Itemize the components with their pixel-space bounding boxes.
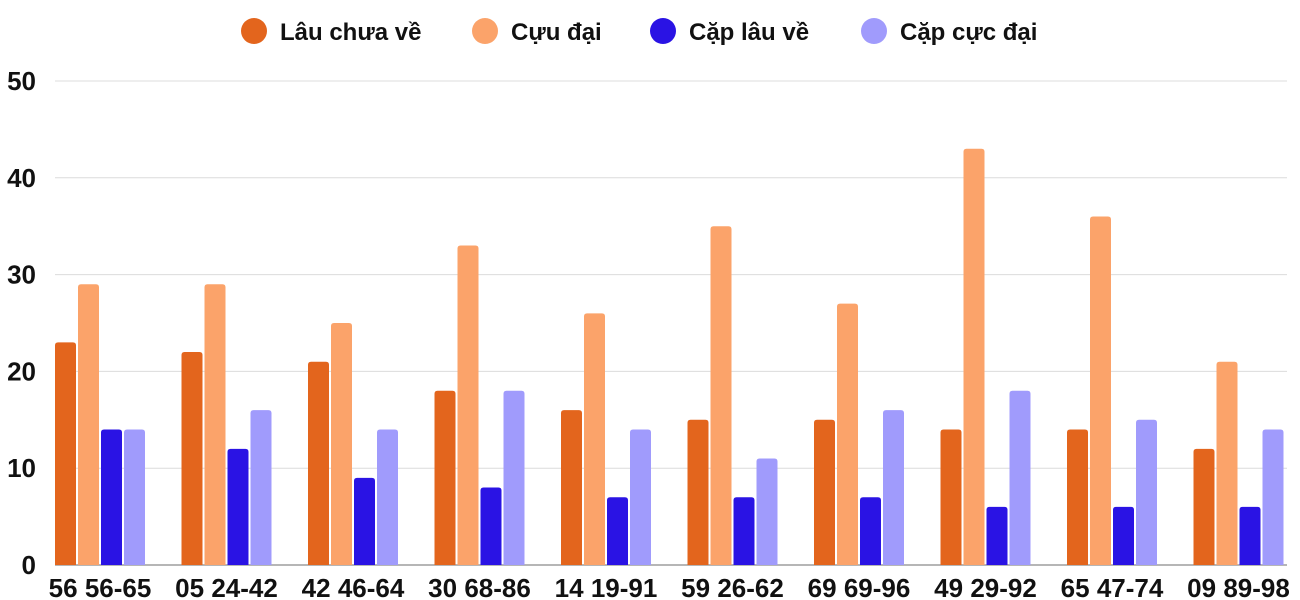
y-tick-label: 40 xyxy=(7,163,36,193)
bar[interactable] xyxy=(250,410,272,565)
bar[interactable] xyxy=(1239,506,1261,565)
bar[interactable] xyxy=(1067,429,1088,565)
x-category-label: 69 69-96 xyxy=(808,573,911,600)
bar[interactable] xyxy=(308,361,329,565)
legend-item[interactable]: Cặp lâu về xyxy=(650,18,809,46)
bar[interactable] xyxy=(227,448,249,565)
x-category-label: 49 29-92 xyxy=(934,573,1037,600)
bar-group xyxy=(55,284,145,565)
legend-label: Cặp cực đại xyxy=(900,19,1037,46)
legend-label: Cựu đại xyxy=(511,19,602,46)
legend-label: Cặp lâu về xyxy=(689,19,809,46)
bar-group xyxy=(1193,361,1284,565)
bar[interactable] xyxy=(1009,390,1031,565)
bar[interactable] xyxy=(204,284,226,565)
legend-swatch xyxy=(861,18,887,44)
legend-item[interactable]: Cặp cực đại xyxy=(861,18,1037,46)
bar[interactable] xyxy=(963,148,985,565)
legend-swatch xyxy=(650,18,676,44)
bar[interactable] xyxy=(457,245,479,565)
x-category-label: 05 24-42 xyxy=(175,573,278,600)
x-category-label: 56 56-65 xyxy=(49,573,152,600)
bar-group xyxy=(940,148,1031,565)
y-tick-label: 30 xyxy=(7,260,36,290)
bar[interactable] xyxy=(101,429,122,565)
bar-group xyxy=(561,313,651,565)
bar[interactable] xyxy=(860,497,881,565)
legend-item[interactable]: Cựu đại xyxy=(472,18,602,46)
x-category-label: 42 46-64 xyxy=(302,573,405,600)
bar[interactable] xyxy=(561,410,582,565)
bar[interactable] xyxy=(434,390,456,565)
bar[interactable] xyxy=(940,429,962,565)
bar[interactable] xyxy=(354,477,375,565)
y-tick-label: 20 xyxy=(7,356,36,386)
bar[interactable] xyxy=(1193,448,1215,565)
bar[interactable] xyxy=(55,342,76,565)
bar[interactable] xyxy=(78,284,99,565)
bar[interactable] xyxy=(1090,216,1111,565)
bar-group xyxy=(1067,216,1157,565)
bar[interactable] xyxy=(584,313,605,565)
bar-group xyxy=(687,226,778,565)
bar[interactable] xyxy=(756,458,778,565)
y-tick-label: 0 xyxy=(22,550,36,580)
bar-group xyxy=(814,303,904,565)
bar[interactable] xyxy=(1136,419,1157,565)
legend-swatch xyxy=(241,18,267,44)
bar[interactable] xyxy=(607,497,628,565)
bar[interactable] xyxy=(1113,506,1134,565)
legend-swatch xyxy=(472,18,498,44)
y-axis-ticks: 0 10 20 30 40 50 xyxy=(7,66,36,580)
bar-group xyxy=(181,284,272,565)
y-tick-label: 10 xyxy=(7,453,36,483)
x-category-label: 59 26-62 xyxy=(681,573,784,600)
bar[interactable] xyxy=(377,429,398,565)
bar[interactable] xyxy=(687,419,709,565)
bar[interactable] xyxy=(1216,361,1238,565)
legend-label: Lâu chưa về xyxy=(280,19,421,46)
bar[interactable] xyxy=(837,303,858,565)
bar[interactable] xyxy=(331,323,352,565)
y-tick-label: 50 xyxy=(7,66,36,96)
bar[interactable] xyxy=(630,429,651,565)
legend: Lâu chưa về Cựu đại Cặp lâu về Cặp cực đại xyxy=(241,18,1037,46)
bar-group xyxy=(308,323,398,565)
bar-group xyxy=(434,245,525,565)
x-category-label: 30 68-86 xyxy=(428,573,531,600)
x-category-label: 65 47-74 xyxy=(1061,573,1164,600)
bar[interactable] xyxy=(733,497,755,565)
x-category-label: 09 89-98 xyxy=(1187,573,1290,600)
bar[interactable] xyxy=(124,429,145,565)
bar[interactable] xyxy=(986,506,1008,565)
legend-item[interactable]: Lâu chưa về xyxy=(241,18,421,46)
bar[interactable] xyxy=(814,419,835,565)
bar[interactable] xyxy=(710,226,732,565)
bar[interactable] xyxy=(1262,429,1284,565)
x-axis-labels: 56 56-65 05 24-42 42 46-64 30 68-86 14 19-91… xyxy=(49,573,1290,600)
bars xyxy=(55,148,1284,565)
bar[interactable] xyxy=(503,390,525,565)
bar[interactable] xyxy=(883,410,904,565)
bar[interactable] xyxy=(181,352,203,565)
x-category-label: 14 19-91 xyxy=(555,573,658,600)
bar[interactable] xyxy=(480,487,502,565)
